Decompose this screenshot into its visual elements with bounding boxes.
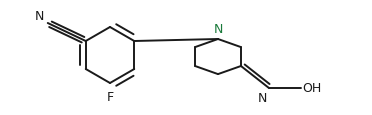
- Text: F: F: [106, 90, 113, 103]
- Text: OH: OH: [302, 82, 321, 95]
- Text: N: N: [213, 23, 223, 36]
- Text: N: N: [257, 91, 267, 104]
- Text: N: N: [34, 10, 44, 23]
